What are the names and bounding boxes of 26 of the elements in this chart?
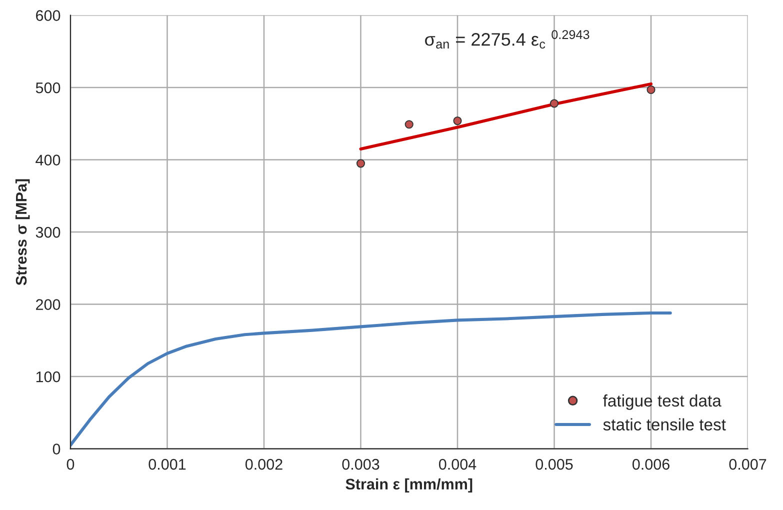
line-series — [359, 82, 653, 150]
point — [404, 120, 414, 129]
y-tick-label: 500 — [36, 82, 60, 94]
x-tick-label: 0.001 — [148, 458, 186, 470]
x-tick-label: 0.006 — [632, 458, 670, 470]
y-tick-label: 200 — [36, 299, 60, 310]
legend-label: static tensile test — [603, 418, 726, 431]
point — [646, 85, 656, 94]
y-tick-label: 100 — [36, 371, 60, 382]
point — [453, 116, 462, 126]
point — [356, 159, 366, 168]
legend-label: fatigue test data — [603, 394, 722, 410]
x-tick-label: 0.004 — [438, 458, 476, 470]
y-tick-label: 300 — [36, 226, 60, 238]
annotation: σ$_{an}$ = 2275.4 ε$_{c}$ $^{0.2943}$ — [425, 30, 590, 49]
y-tick-label: 400 — [36, 154, 60, 166]
x-tick-label: 0.003 — [342, 458, 380, 470]
y-tick-label: 0 — [52, 444, 60, 454]
x-axis-title: Strain ε [mm/mm] — [346, 478, 472, 493]
x-tick-label: 0.002 — [245, 458, 282, 470]
x-tick-label: 0 — [66, 458, 74, 470]
y-axis-title: Stress σ [MPa] — [15, 179, 30, 286]
x-tick-label: 0.005 — [536, 458, 573, 470]
point — [550, 99, 559, 108]
y-tick-label: 600 — [36, 10, 60, 21]
x-tick-label: 0.007 — [729, 458, 766, 470]
